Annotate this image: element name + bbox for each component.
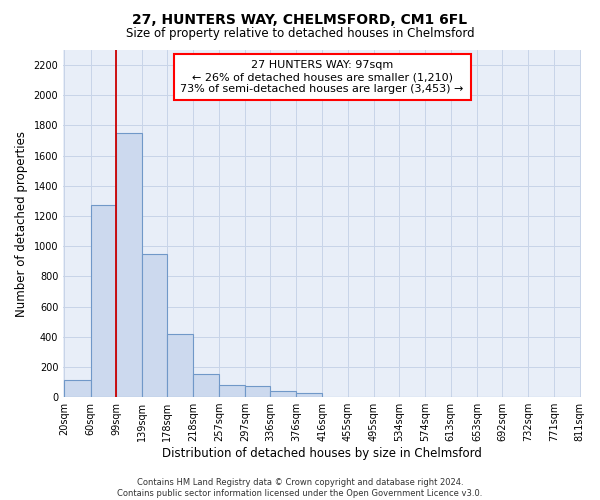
Text: 27 HUNTERS WAY: 97sqm
← 26% of detached houses are smaller (1,210)
73% of semi-d: 27 HUNTERS WAY: 97sqm ← 26% of detached …: [181, 60, 464, 94]
Bar: [193, 374, 219, 397]
Bar: [142, 254, 167, 397]
Bar: [271, 391, 296, 397]
Bar: [64, 380, 91, 397]
Y-axis label: Number of detached properties: Number of detached properties: [15, 130, 28, 316]
Bar: [91, 206, 116, 397]
Text: 27, HUNTERS WAY, CHELMSFORD, CM1 6FL: 27, HUNTERS WAY, CHELMSFORD, CM1 6FL: [133, 12, 467, 26]
Text: Size of property relative to detached houses in Chelmsford: Size of property relative to detached ho…: [125, 28, 475, 40]
X-axis label: Distribution of detached houses by size in Chelmsford: Distribution of detached houses by size …: [162, 447, 482, 460]
Bar: [116, 133, 142, 397]
Bar: [245, 386, 271, 397]
Text: Contains HM Land Registry data © Crown copyright and database right 2024.
Contai: Contains HM Land Registry data © Crown c…: [118, 478, 482, 498]
Bar: [219, 385, 245, 397]
Bar: [296, 394, 322, 397]
Bar: [167, 334, 193, 397]
